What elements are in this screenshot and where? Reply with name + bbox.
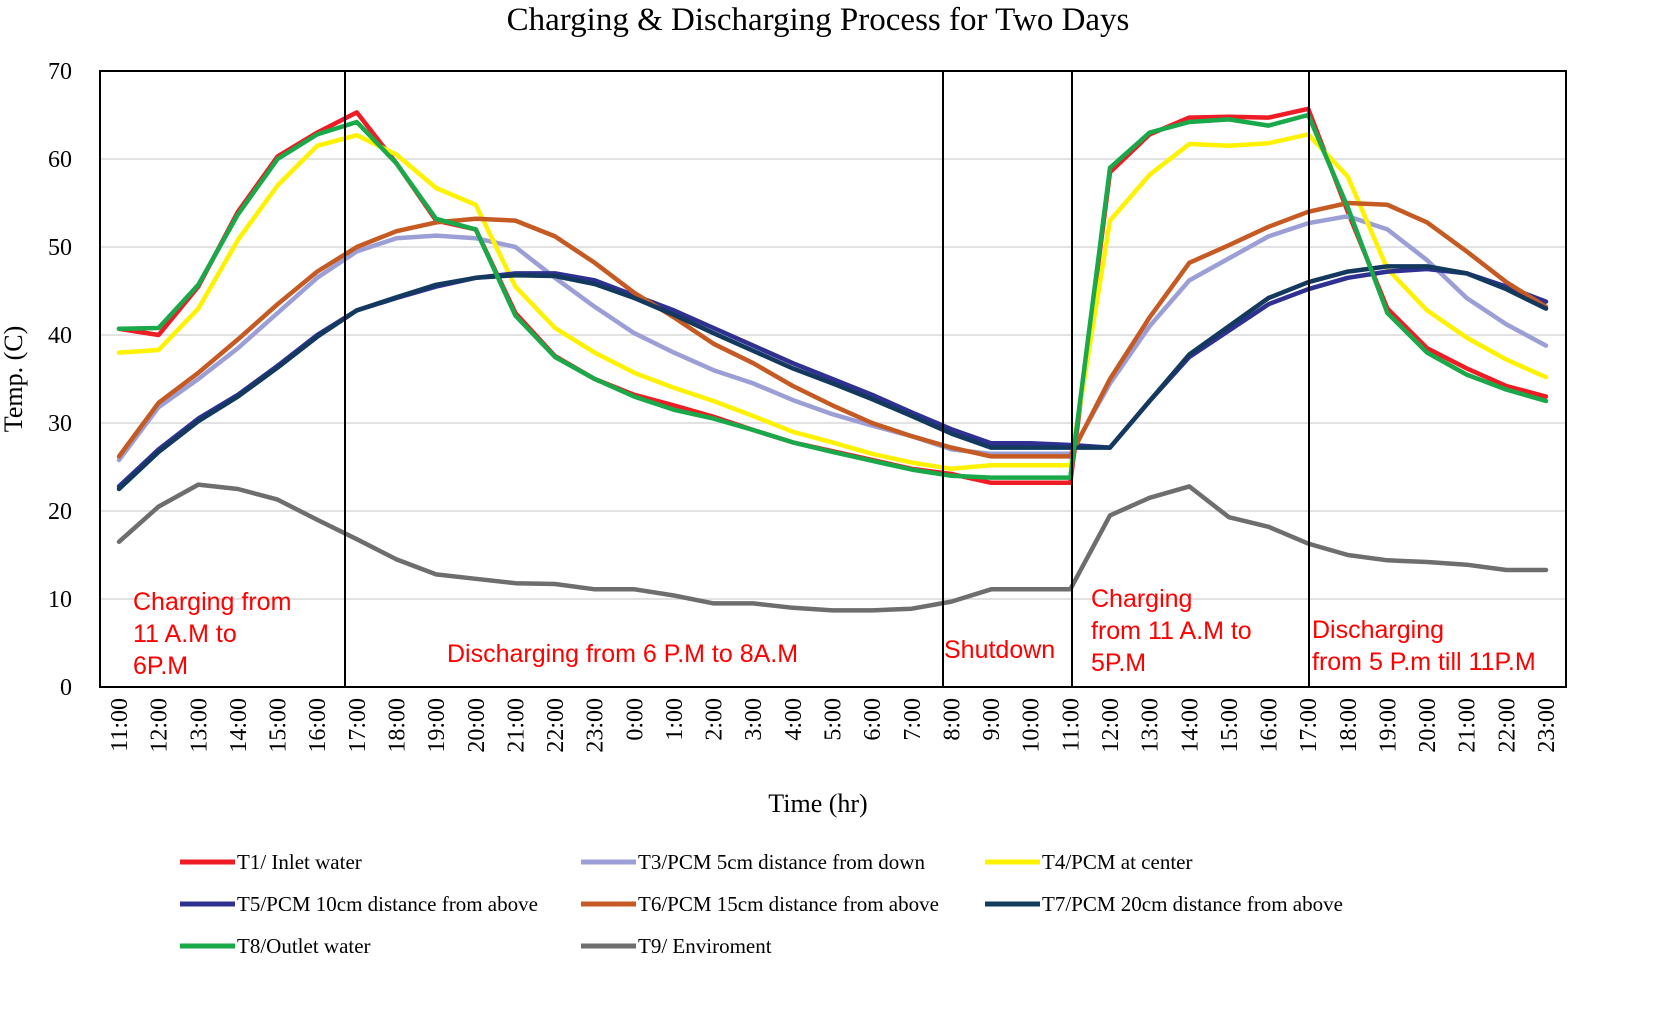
phase-annotation: Discharging <box>1312 616 1444 644</box>
legend-label: T8/Outlet water <box>237 934 371 958</box>
x-tick-label: 15:00 <box>266 698 292 753</box>
x-tick-label: 10:00 <box>1019 698 1045 753</box>
x-tick-label: 5:00 <box>821 698 847 741</box>
x-tick-label: 20:00 <box>464 698 490 753</box>
legend-label: T1/ Inlet water <box>237 850 362 874</box>
x-axis-ticks: 11:00 12:00 13:00 14:00 15:00 16:00 17:00 18:00… <box>107 698 1560 753</box>
x-tick-label: 23:00 <box>1534 698 1560 753</box>
y-axis-title: Temp. (C) <box>0 326 28 433</box>
x-tick-label: 17:00 <box>345 698 371 753</box>
phase-annotation: Charging from <box>133 588 291 616</box>
x-tick-label: 16:00 <box>1257 698 1283 753</box>
y-tick-label: 40 <box>48 323 72 349</box>
x-tick-label: 3:00 <box>741 698 767 741</box>
legend: T1/ Inlet water T3/PCM 5cm distance from … <box>180 850 1343 958</box>
x-tick-label: 19:00 <box>1375 698 1401 753</box>
x-tick-label: 14:00 <box>1177 698 1203 753</box>
phase-annotation: 5P.M <box>1091 649 1146 677</box>
legend-label: T5/PCM 10cm distance from above <box>237 892 538 916</box>
x-tick-label: 18:00 <box>1336 698 1362 753</box>
x-tick-label: 21:00 <box>1455 698 1481 753</box>
series-line-8 <box>116 482 1549 613</box>
x-tick-label: 20:00 <box>1415 698 1441 753</box>
phase-annotation: Shutdown <box>944 636 1055 664</box>
x-tick-label: 19:00 <box>424 698 450 753</box>
x-tick-label: 18:00 <box>384 698 410 753</box>
x-tick-label: 13:00 <box>186 698 212 753</box>
x-tick-label: 14:00 <box>226 698 252 753</box>
phase-annotation: 11 A.M to <box>133 620 237 648</box>
phase-annotations: Charging from 11 A.M to 6P.M Discharging fr… <box>133 585 1536 680</box>
x-tick-label: 0:00 <box>622 698 648 741</box>
x-tick-label: 11:00 <box>1058 698 1084 752</box>
x-tick-label: 12:00 <box>1098 698 1124 753</box>
y-tick-label: 0 <box>60 675 72 701</box>
x-tick-label: 6:00 <box>860 698 886 741</box>
x-tick-label: 16:00 <box>305 698 331 753</box>
legend-label: T7/PCM 20cm distance from above <box>1042 892 1343 916</box>
series-line-5 <box>116 200 1549 459</box>
phase-dividers <box>344 71 1310 687</box>
x-tick-label: 7:00 <box>900 698 926 741</box>
phase-annotation: Discharging from 6 P.M to 8A.M <box>447 640 798 668</box>
legend-label: T6/PCM 15cm distance from above <box>638 892 939 916</box>
y-tick-label: 70 <box>48 59 72 85</box>
x-tick-label: 2:00 <box>702 698 728 741</box>
x-tick-label: 23:00 <box>583 698 609 753</box>
legend-label: T4/PCM at center <box>1042 850 1192 874</box>
x-tick-label: 22:00 <box>543 698 569 753</box>
phase-annotation: from 5 P.m till 11P.M <box>1312 648 1536 676</box>
series-line-3 <box>116 132 1549 472</box>
x-tick-label: 8:00 <box>939 698 965 741</box>
legend-label: T3/PCM 5cm distance from down <box>638 850 925 874</box>
y-tick-label: 20 <box>48 499 72 525</box>
series-lines <box>116 106 1549 613</box>
x-tick-label: 17:00 <box>1296 698 1322 753</box>
x-tick-label: 13:00 <box>1138 698 1164 753</box>
legend-label: T9/ Enviroment <box>638 934 772 958</box>
x-tick-label: 12:00 <box>147 698 173 753</box>
chart-title: Charging & Discharging Process for Two D… <box>507 2 1130 38</box>
y-tick-label: 50 <box>48 235 72 261</box>
y-tick-label: 10 <box>48 587 72 613</box>
x-tick-label: 4:00 <box>781 698 807 741</box>
phase-annotation: 6P.M <box>133 652 188 680</box>
x-tick-label: 15:00 <box>1217 698 1243 753</box>
x-axis-title: Time (hr) <box>768 789 867 818</box>
y-axis-ticks: 0 10 20 30 40 50 60 70 <box>48 59 72 701</box>
y-tick-label: 60 <box>48 147 72 173</box>
x-tick-label: 1:00 <box>662 698 688 741</box>
x-tick-label: 21:00 <box>503 698 529 753</box>
x-tick-label: 22:00 <box>1494 698 1520 753</box>
phase-annotation: Charging <box>1091 585 1192 613</box>
x-tick-label: 11:00 <box>107 698 133 752</box>
y-tick-label: 30 <box>48 411 72 437</box>
phase-annotation: from 11 A.M to <box>1091 617 1252 645</box>
plot-border <box>99 70 1567 688</box>
x-tick-label: 9:00 <box>979 698 1005 741</box>
